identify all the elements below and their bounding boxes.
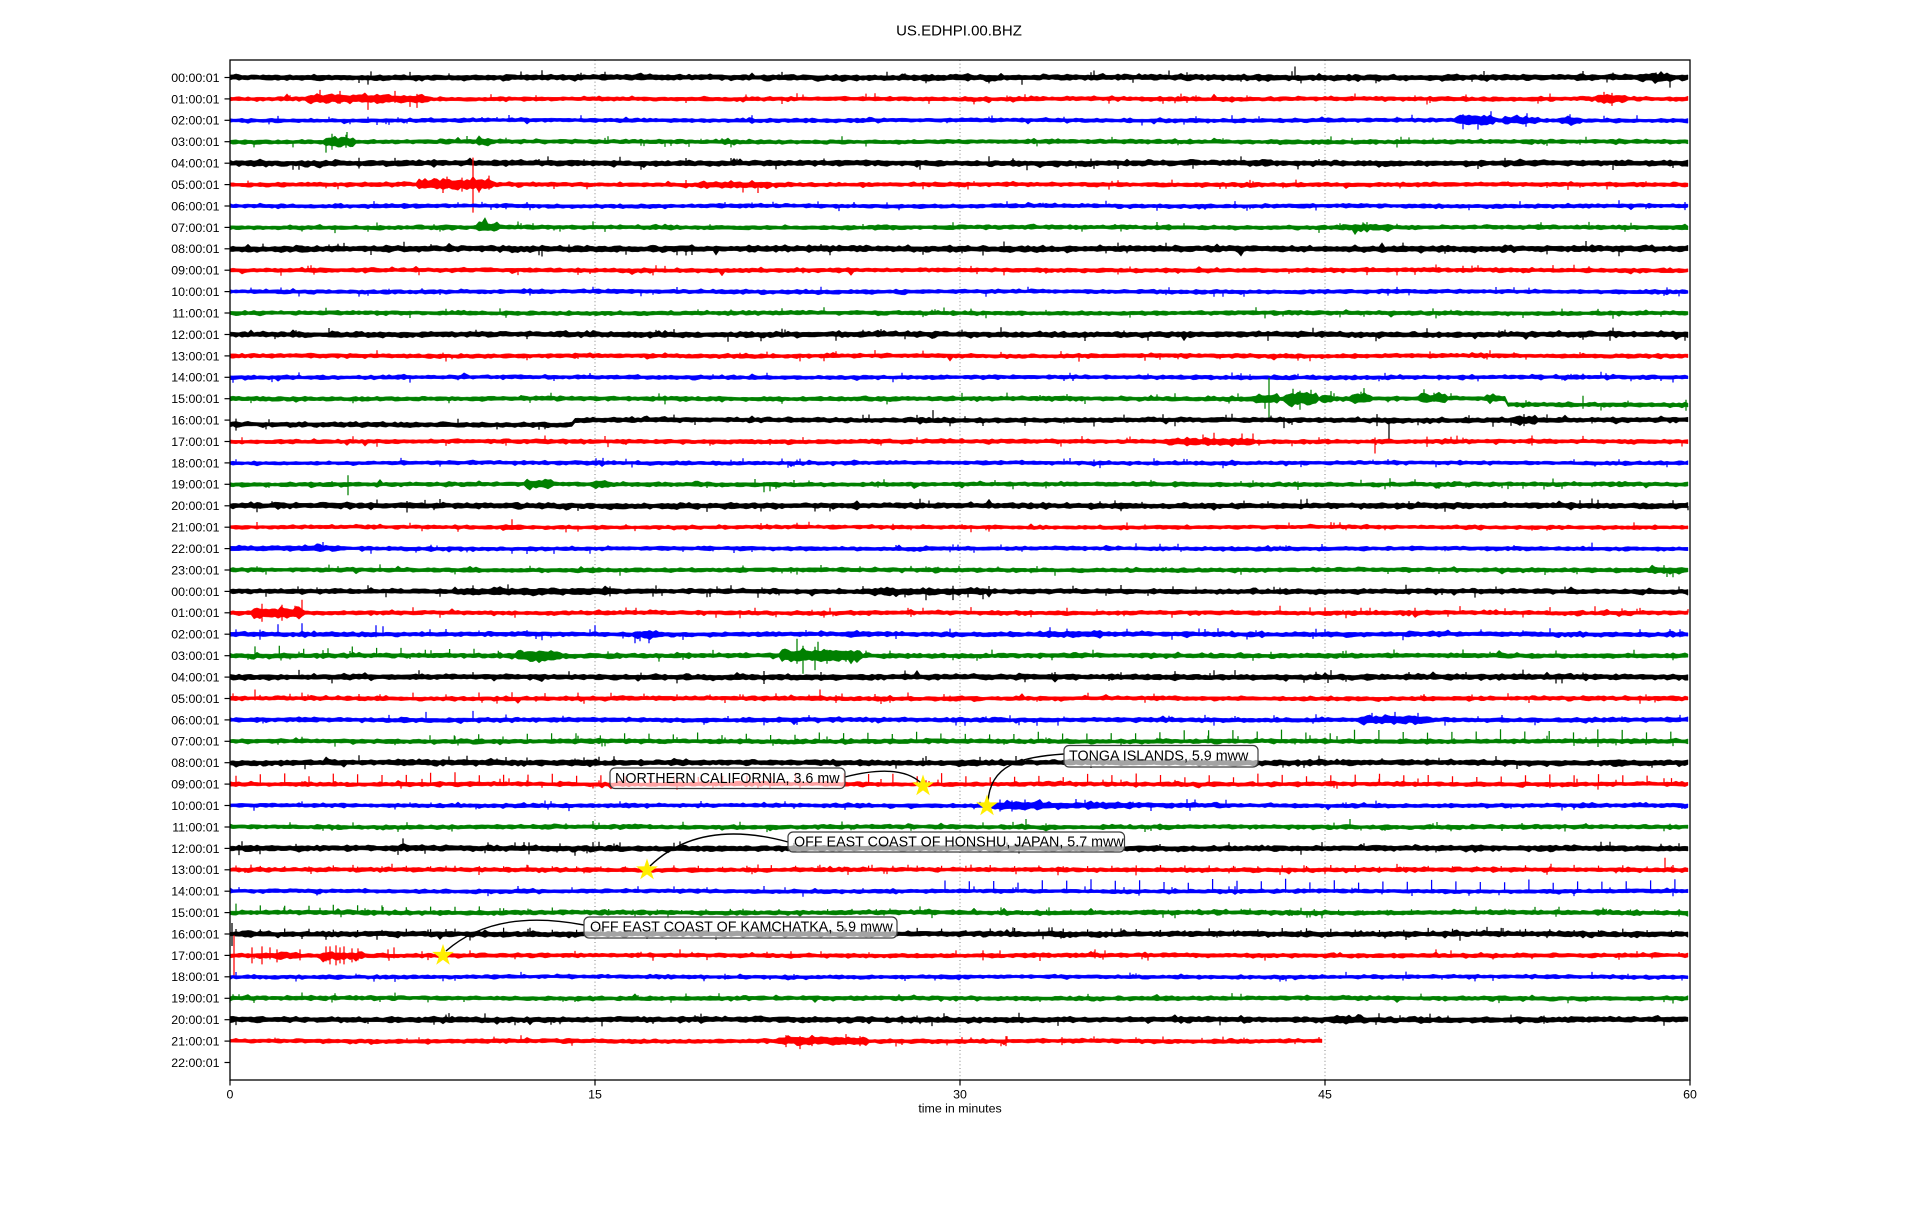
- svg-text:20:00:01: 20:00:01: [171, 1013, 219, 1027]
- svg-text:18:00:01: 18:00:01: [171, 456, 219, 470]
- svg-text:13:00:01: 13:00:01: [171, 349, 219, 363]
- svg-text:16:00:01: 16:00:01: [171, 414, 219, 428]
- svg-text:14:00:01: 14:00:01: [171, 885, 219, 899]
- svg-text:21:00:01: 21:00:01: [171, 1035, 219, 1049]
- svg-text:12:00:01: 12:00:01: [171, 842, 219, 856]
- svg-text:14:00:01: 14:00:01: [171, 371, 219, 385]
- svg-text:09:00:01: 09:00:01: [171, 778, 219, 792]
- svg-text:02:00:01: 02:00:01: [171, 114, 219, 128]
- svg-text:45: 45: [1318, 1088, 1332, 1102]
- svg-text:02:00:01: 02:00:01: [171, 628, 219, 642]
- svg-text:07:00:01: 07:00:01: [171, 221, 219, 235]
- svg-text:15:00:01: 15:00:01: [171, 906, 219, 920]
- svg-text:10:00:01: 10:00:01: [171, 799, 219, 813]
- svg-text:19:00:01: 19:00:01: [171, 992, 219, 1006]
- svg-text:60: 60: [1683, 1088, 1697, 1102]
- svg-text:05:00:01: 05:00:01: [171, 178, 219, 192]
- svg-text:11:00:01: 11:00:01: [172, 306, 219, 320]
- svg-text:20:00:01: 20:00:01: [171, 499, 219, 513]
- svg-text:19:00:01: 19:00:01: [171, 478, 219, 492]
- svg-text:15:00:01: 15:00:01: [171, 392, 219, 406]
- svg-text:06:00:01: 06:00:01: [171, 199, 219, 213]
- svg-text:16:00:01: 16:00:01: [171, 927, 219, 941]
- svg-text:03:00:01: 03:00:01: [171, 135, 219, 149]
- svg-text:00:00:01: 00:00:01: [171, 71, 219, 85]
- svg-text:US.EDHPI.00.BHZ: US.EDHPI.00.BHZ: [896, 23, 1022, 40]
- svg-text:10:00:01: 10:00:01: [171, 285, 219, 299]
- svg-text:07:00:01: 07:00:01: [171, 735, 219, 749]
- svg-text:17:00:01: 17:00:01: [171, 435, 219, 449]
- svg-text:04:00:01: 04:00:01: [171, 671, 219, 685]
- svg-text:03:00:01: 03:00:01: [171, 649, 219, 663]
- svg-text:09:00:01: 09:00:01: [171, 264, 219, 278]
- svg-text:OFF EAST COAST OF HONSHU, JAPA: OFF EAST COAST OF HONSHU, JAPAN, 5.7 mww: [794, 835, 1124, 851]
- svg-text:15: 15: [588, 1088, 602, 1102]
- svg-text:30: 30: [953, 1088, 967, 1102]
- svg-text:01:00:01: 01:00:01: [171, 92, 219, 106]
- svg-text:08:00:01: 08:00:01: [171, 242, 219, 256]
- svg-text:OFF EAST COAST OF KAMCHATKA, 5: OFF EAST COAST OF KAMCHATKA, 5.9 mww: [590, 920, 893, 936]
- svg-text:13:00:01: 13:00:01: [171, 863, 219, 877]
- svg-text:0: 0: [227, 1088, 234, 1102]
- svg-text:18:00:01: 18:00:01: [171, 970, 219, 984]
- svg-text:TONGA ISLANDS, 5.9 mww: TONGA ISLANDS, 5.9 mww: [1069, 749, 1249, 765]
- svg-text:04:00:01: 04:00:01: [171, 157, 219, 171]
- svg-text:21:00:01: 21:00:01: [171, 521, 219, 535]
- svg-text:NORTHERN CALIFORNIA, 3.6 mw: NORTHERN CALIFORNIA, 3.6 mw: [615, 771, 840, 787]
- svg-text:22:00:01: 22:00:01: [171, 1056, 219, 1070]
- svg-text:11:00:01: 11:00:01: [172, 820, 219, 834]
- svg-text:00:00:01: 00:00:01: [171, 585, 219, 599]
- svg-text:22:00:01: 22:00:01: [171, 542, 219, 556]
- svg-text:01:00:01: 01:00:01: [171, 606, 219, 620]
- svg-text:05:00:01: 05:00:01: [171, 692, 219, 706]
- svg-text:time in minutes: time in minutes: [918, 1102, 1001, 1116]
- svg-text:12:00:01: 12:00:01: [171, 328, 219, 342]
- svg-text:06:00:01: 06:00:01: [171, 713, 219, 727]
- svg-text:23:00:01: 23:00:01: [171, 563, 219, 577]
- svg-text:08:00:01: 08:00:01: [171, 756, 219, 770]
- svg-text:17:00:01: 17:00:01: [171, 949, 219, 963]
